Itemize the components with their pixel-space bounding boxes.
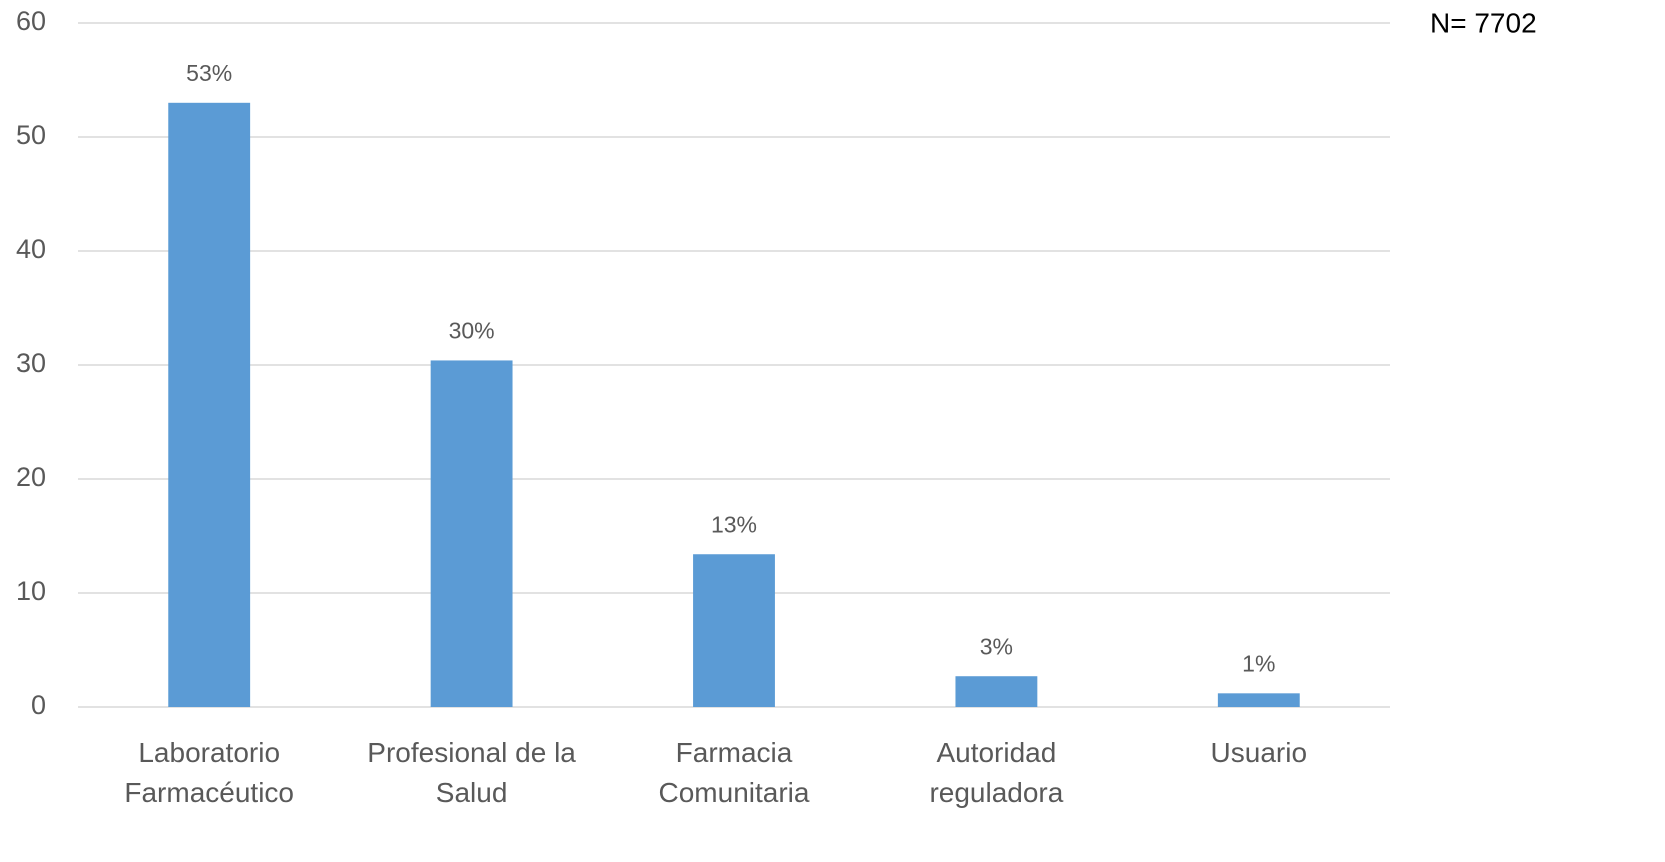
bar	[430, 360, 513, 707]
bar	[1217, 693, 1300, 707]
y-tick-label: 0	[31, 690, 46, 720]
x-tick-label: Usuario	[1210, 737, 1308, 768]
value-label: 1%	[1242, 650, 1275, 676]
bar	[693, 554, 775, 707]
bar	[168, 102, 251, 708]
value-label: 3%	[980, 633, 1013, 659]
x-tick-label: Autoridad reguladora	[929, 737, 1064, 808]
y-tick-label: 20	[16, 462, 46, 492]
value-label: 30%	[449, 318, 495, 344]
y-tick-label: 30	[16, 348, 46, 378]
value-label: 53%	[186, 60, 232, 86]
y-tick-label: 50	[16, 120, 46, 150]
x-tick-label: Laboratorio Farmacéutico	[124, 737, 294, 808]
y-tick-label: 10	[16, 576, 46, 606]
value-label: 13%	[711, 511, 757, 537]
bar	[955, 676, 1038, 707]
x-tick-label: Farmacia Comunitaria	[658, 737, 810, 808]
y-tick-label: 40	[16, 234, 46, 264]
y-tick-label: 60	[16, 6, 46, 36]
annotation: N= 7702	[1430, 7, 1537, 38]
x-tick-label: Profesional de la Salud	[367, 737, 576, 808]
